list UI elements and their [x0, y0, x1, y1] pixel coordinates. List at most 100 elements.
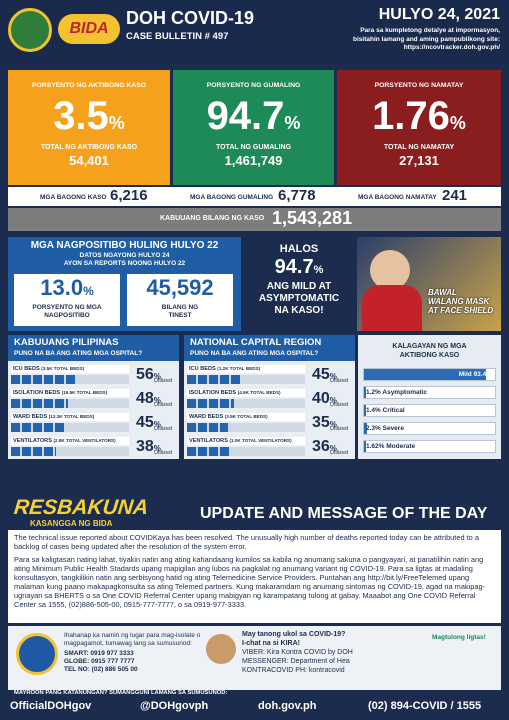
- total-strip: [8, 208, 501, 231]
- bed-type: WARD BEDS: [189, 414, 224, 420]
- mild-intro: HALOS: [279, 243, 319, 255]
- pos-label: TINEST: [168, 312, 192, 319]
- bulletin: CASE BULLETIN # 497: [126, 31, 229, 42]
- condition-label: 1.62% Moderate: [366, 443, 416, 450]
- tagline: Magtulong ligtas!: [432, 634, 486, 641]
- mild-line: ANG MILD AT: [266, 281, 332, 292]
- util-header: [8, 335, 179, 361]
- card-label: PORSYENTO NG GUMALING: [206, 82, 301, 89]
- positivity-title: MGA NAGPOSITIBO HULING HULYO 22: [30, 240, 219, 251]
- bed-type: ISOLATION BEDS: [13, 390, 61, 396]
- bar-track: [187, 375, 305, 384]
- capacity: (4.6K TOTAL BEDS): [237, 390, 281, 395]
- row-strip: [11, 389, 129, 397]
- unit: %: [313, 264, 324, 276]
- unit: %: [329, 444, 337, 453]
- row-label: VENTILATORS (1.0K TOTAL VENTILATORS): [189, 437, 292, 445]
- unit: %: [153, 372, 161, 381]
- subtitle-line: AYON SA REPORTS NOONG HULYO 22: [63, 260, 186, 267]
- card-value: 3.5%: [8, 94, 170, 139]
- condition-box: [363, 386, 496, 399]
- condition-box: [363, 440, 496, 453]
- conditions-title: KALAGAYAN NG MGA AKTIBONG KASO: [358, 342, 501, 360]
- bar-track: [11, 375, 129, 384]
- poster-line: AT FACE SHIELD: [428, 306, 494, 315]
- new-label: MGA BAGONG NAMATAY: [358, 194, 437, 201]
- utilized-label: Utilized: [154, 426, 173, 432]
- subtitle-line: DATOS NGAYONG HULYO 24: [79, 252, 170, 259]
- contact-line: GLOBE: 0915 777 7777: [64, 658, 135, 665]
- total-value: 1,543,281: [272, 208, 353, 228]
- value: 40: [312, 390, 330, 407]
- row-label: WARD BEDS (3.5K TOTAL BEDS): [189, 413, 268, 421]
- bar: [187, 375, 241, 384]
- resbakuna-tagline: KASANGGA NG BIDA: [30, 519, 113, 528]
- mild-line: ASYMPTOMATIC: [258, 293, 340, 304]
- resbakuna-logo: RESBAKUNA: [12, 496, 150, 519]
- row-strip: [187, 365, 305, 373]
- title: DOH COVID-19: [126, 8, 255, 28]
- capacity: (1.0K TOTAL VENTILATORS): [229, 438, 292, 443]
- unit: %: [329, 420, 337, 429]
- bar: [187, 447, 230, 456]
- mild-value: 94.7%: [244, 256, 354, 279]
- kira-avatar: [206, 634, 236, 664]
- condition-label: Mild 93.4%: [458, 371, 492, 378]
- bida-logo: BIDA: [58, 14, 120, 44]
- bar-track: [11, 399, 129, 408]
- utilized-label: Utilized: [330, 378, 349, 384]
- card-sub-label: TOTAL NG GUMALING: [215, 144, 292, 151]
- util-title: KABUUANG PILIPINAS: [14, 337, 119, 348]
- value: 36: [312, 438, 330, 455]
- bar: [11, 447, 56, 456]
- new-value: 241: [442, 187, 468, 204]
- card-value: 1.76%: [337, 94, 501, 139]
- poster-text: BAWAL WALANG MASK AT FACE SHIELD: [428, 288, 493, 315]
- card-value: 94.7%: [173, 94, 334, 139]
- row-value: 56%: [136, 366, 161, 384]
- row-label: ISOLATION BEDS (19.5K TOTAL BEDS): [13, 389, 107, 397]
- card-sub-value: 54,401: [69, 153, 109, 168]
- card: [8, 70, 170, 185]
- row-strip: [187, 437, 305, 445]
- utilized-label: Utilized: [330, 402, 349, 408]
- pos-value: 45,592: [127, 275, 233, 301]
- condition-bar: [364, 369, 487, 380]
- row-label: WARD BEDS (12.3K TOTAL BEDS): [13, 413, 94, 421]
- card-sub-value: 27,131: [399, 153, 439, 168]
- footer-item: doh.gov.ph: [258, 700, 317, 712]
- util-title: NATIONAL CAPITAL REGION: [190, 337, 322, 348]
- row-strip: [187, 389, 305, 397]
- positivity-subtitle: DATOS NGAYONG HULYO 24 AYON SA REPORTS N…: [8, 252, 241, 268]
- value: 3.5: [53, 94, 109, 138]
- poster-line: WALANG MASK: [428, 297, 490, 306]
- contact-line: May tanong ukol sa COVID-19?: [242, 631, 346, 638]
- note-line: bisitahin lamang and aming pampublikong …: [353, 35, 500, 43]
- capacity: (1.2K TOTAL BEDS): [217, 366, 261, 371]
- row-label: ISOLATION BEDS (4.6K TOTAL BEDS): [189, 389, 281, 397]
- unit: %: [284, 113, 301, 133]
- note-line: Para sa kumpletong detalye at impormasyo…: [360, 27, 500, 34]
- value: 48: [136, 390, 154, 407]
- value: 35: [312, 414, 330, 431]
- util-subtitle: PUNO NA BA ANG ATING MGA OSPITAL?: [190, 350, 319, 357]
- poster-line: BAWAL: [428, 288, 457, 297]
- value: 38: [136, 438, 154, 455]
- bar: [11, 399, 68, 408]
- person-shirt: [362, 285, 422, 331]
- value: 94.7: [206, 94, 285, 138]
- pos-box: [127, 274, 233, 326]
- value: 94.7: [274, 256, 314, 278]
- row-value: 48%: [136, 390, 161, 408]
- new-value: 6,778: [278, 187, 316, 204]
- contact-line: VIBER: Kira Kontra COVID by DOH: [242, 649, 353, 656]
- condition-bar: [364, 387, 366, 398]
- card-sub-value: 1,461,749: [224, 153, 283, 168]
- row-strip: [11, 365, 129, 373]
- bed-type: WARD BEDS: [13, 414, 48, 420]
- condition-bar: [364, 423, 367, 434]
- condition-label: 2.3% Severe: [366, 425, 404, 432]
- util-subtitle: PUNO NA BA ANG ATING MGA OSPITAL?: [14, 350, 143, 357]
- contacts-box: [8, 626, 501, 690]
